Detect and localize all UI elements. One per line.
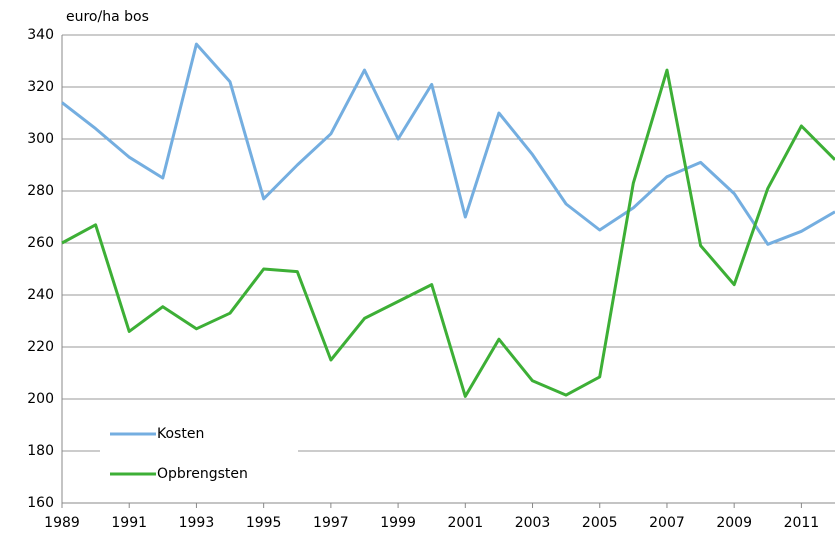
legend-label: Opbrengsten [157,466,248,482]
y-tick-label: 300 [27,131,54,147]
x-tick-label: 2009 [716,515,752,531]
series-line [61,42,835,246]
legend-label: Kosten [157,426,204,442]
x-tick-label: 2007 [649,515,685,531]
y-tick-label: 340 [27,27,54,43]
x-tick-label: 1991 [111,515,147,531]
y-tick-label: 180 [27,443,54,459]
x-tick-label: 1989 [44,515,80,531]
y-tick-label: 280 [27,183,54,199]
x-tick-label: 2003 [515,515,551,531]
y-tick-label: 200 [27,391,54,407]
x-tick-label: 2001 [447,515,483,531]
x-tick-label: 1993 [179,515,215,531]
legend-background [100,412,298,496]
x-tick-label: 2011 [784,515,820,531]
x-tick-label: 2005 [582,515,618,531]
x-tick-label: 1995 [246,515,282,531]
series-line [61,68,835,398]
y-tick-label: 240 [27,287,54,303]
x-tick-label: 1999 [380,515,416,531]
y-axis-label: euro/ha bos [66,9,149,25]
y-tick-label: 320 [27,79,54,95]
y-tick-label: 260 [27,235,54,251]
y-tick-label: 220 [27,339,54,355]
x-tick-label: 1997 [313,515,349,531]
y-tick-label: 160 [27,495,54,511]
